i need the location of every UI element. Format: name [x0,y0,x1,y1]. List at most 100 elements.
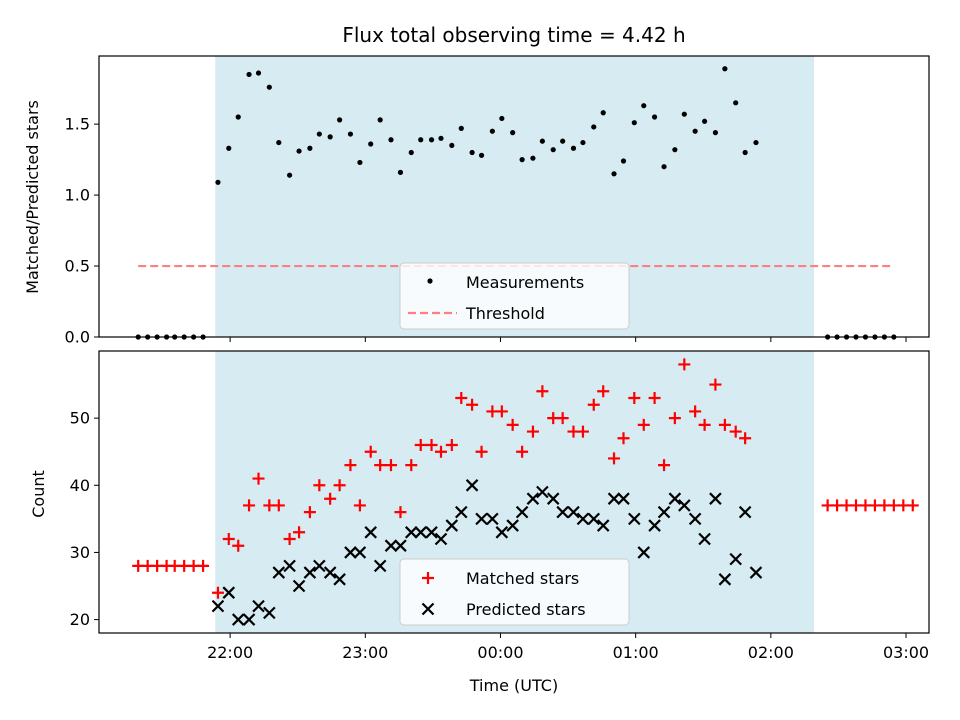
bottom-predicted-star-point [344,546,357,559]
bottom-matched-star-point [495,405,508,418]
bottom-predicted-star-point [353,546,367,559]
bottom-x-tick-label: 23:00 [342,643,388,662]
bottom-matched-star-point [232,539,245,552]
top-measurement-point [661,164,667,170]
bottom-matched-star-point [709,378,722,391]
bottom-predicted-star-point [536,485,549,499]
bottom-predicted-star-point [283,559,296,573]
bottom-predicted-star-point [211,599,225,613]
bottom-y-tick-label: 30 [70,543,90,562]
bottom-matched-star-point [718,418,731,431]
top-measurement-point [418,137,424,143]
bottom-matched-star-point [906,499,919,512]
bottom-y-axis-label: Count [29,470,48,518]
top-measurement-point [296,148,302,154]
bottom-panel: 20 30 40 50 22:00 23:00 00:00 01:00 02:00 03:00 Ma… [70,350,930,662]
top-measurement-point [580,139,586,146]
bottom-matched-star-point [628,392,641,404]
bottom-predicted-star-point [607,492,621,505]
top-measurement-point [519,157,525,163]
top-chart-title: Flux total observing time = 4.42 h [342,23,685,47]
bottom-matched-star-point [648,392,661,404]
bottom-x-tick-label: 03:00 [883,643,929,662]
bottom-matched-star-point [222,533,235,545]
bottom-y-tick-label: 40 [70,476,90,495]
top-measurement-point [438,135,444,141]
bottom-predicted-star-point [292,579,306,593]
bottom-predicted-star-point [465,479,479,492]
bottom-matched-star-point [197,559,210,572]
bottom-predicted-star-point [617,492,630,505]
top-measurement-point [215,179,221,185]
top-measurement-point [266,84,272,90]
top-measurement-point [530,155,536,161]
bottom-matched-star-point [283,533,296,545]
top-axes-frame [98,55,930,338]
top-measurement-point [357,159,363,166]
top-measurement-point [388,137,394,143]
bottom-matched-star-point [394,506,407,519]
bottom-matched-star-point [435,445,448,458]
top-measurement-point [368,141,374,147]
top-measurement-point [681,111,687,117]
top-legend [399,262,630,330]
top-measurement-point [408,149,414,156]
top-measurement-point [550,147,556,153]
top-measurement-point [510,130,516,136]
bottom-predicted-star-point [394,539,407,552]
bottom-y-tick-label: 20 [70,610,90,629]
bottom-predicted-star-point [414,526,428,539]
bottom-matched-star-point [405,459,418,472]
bottom-matched-star-point [333,479,346,492]
bottom-matched-star-point [608,452,621,465]
top-legend-marker [427,278,433,284]
top-measurement-point [560,138,566,144]
bottom-predicted-star-point [242,613,256,626]
bottom-predicted-star-point [648,519,661,532]
top-measurement-point [377,117,383,123]
bottom-matched-star-point [678,358,691,371]
bottom-matched-star-point [689,405,702,418]
bottom-matched-star-point [425,439,438,451]
bottom-matched-star-point [303,506,316,519]
bottom-matched-star-point [587,398,600,411]
bottom-legend-label: Matched stars [466,569,579,588]
top-measurement-point [570,145,577,151]
top-measurement-point [620,158,627,164]
top-measurement-point [539,138,545,144]
top-measurement-point [722,66,728,72]
top-measurement-point [712,130,719,136]
bottom-matched-star-point [526,425,539,438]
top-measurement-point [307,145,313,151]
bottom-matched-star-point [668,412,681,425]
top-y-tick-label: 0.0 [65,328,90,347]
bottom-matched-star-point [344,459,357,472]
bottom-x-tick-label: 02:00 [748,643,794,662]
bottom-predicted-star-point [333,573,346,586]
bottom-x-tick-label: 00:00 [477,643,523,662]
bottom-matched-star-point [658,459,671,472]
top-measurement-point [428,137,435,143]
bottom-matched-star-point [374,459,387,472]
bottom-predicted-star-point [425,526,438,539]
bottom-predicted-star-point [718,573,732,586]
bottom-predicted-star-point [486,512,499,526]
bottom-predicted-star-point [698,532,711,546]
bottom-predicted-star-point [749,566,763,579]
bottom-matched-star-point [637,418,650,431]
bottom-legend-label: Predicted stars [466,600,586,619]
top-measurement-point [235,114,241,120]
top-legend-label: Measurements [466,273,584,292]
bottom-axes-frame [98,350,930,634]
bottom-legend-marker [421,602,435,616]
bottom-matched-star-point [475,445,488,458]
bottom-predicted-star-point [678,499,691,512]
bottom-matched-star-point [252,472,265,485]
top-measurement-point [255,70,262,76]
bottom-predicted-star-point [313,559,326,573]
top-measurement-point [702,118,708,124]
top-measurement-point [611,171,617,177]
top-measurement-point [469,149,475,156]
top-legend-label: Threshold [465,304,545,323]
